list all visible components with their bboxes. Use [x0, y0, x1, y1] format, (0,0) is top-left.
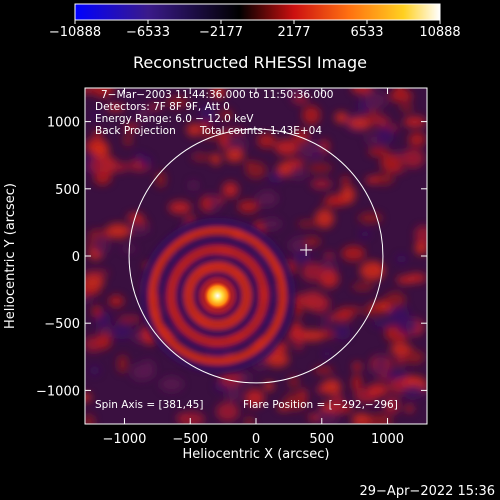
x-tick-label: 1000 — [371, 432, 404, 447]
colorbar-tick-label: 2177 — [277, 25, 310, 40]
info-total-counts: Total counts: 1.43E+04 — [199, 125, 322, 137]
x-axis-ticks: −1000 −500 0 500 1000 — [102, 88, 404, 447]
y-tick-label: 1000 — [47, 116, 80, 131]
x-tick-label: −1000 — [102, 432, 146, 447]
y-tick-label: 500 — [55, 183, 80, 198]
colorbar — [74, 3, 441, 21]
x-tick-label: −500 — [172, 432, 208, 447]
x-tick-label: 500 — [309, 432, 334, 447]
info-energy-range: Energy Range: 6.0 − 12.0 keV — [95, 113, 254, 125]
x-axis-label: Heliocentric X (arcsec) — [183, 447, 330, 462]
info-time-range: 7−Mar−2003 11:44:36.000 to 11:50:36.000 — [101, 89, 333, 101]
x-tick-label: 0 — [252, 432, 260, 447]
flare-source — [203, 281, 232, 310]
y-tick-label: −1000 — [36, 384, 80, 399]
timestamp: 29−Apr−2022 15:36 — [360, 484, 496, 499]
colorbar-tick-label: 6533 — [350, 25, 383, 40]
info-method: Back Projection — [95, 125, 176, 137]
colorbar-ticks: −10888 −6533 −2177 2177 6533 10888 — [49, 20, 461, 40]
y-axis-label: Heliocentric Y (arcsec) — [3, 183, 18, 329]
info-detectors: Detectors: 7F 8F 9F, Att 0 — [95, 101, 230, 113]
colorbar-tick-label: 10888 — [419, 25, 460, 40]
y-tick-label: −500 — [44, 317, 80, 332]
spin-axis-label: Spin Axis = [381,45] — [95, 399, 203, 411]
spin-axis-marker — [300, 243, 313, 256]
colorbar-tick-label: −10888 — [49, 25, 101, 40]
solar-limb — [128, 128, 384, 384]
image-area — [85, 88, 427, 424]
colorbar-tick-label: −6533 — [126, 25, 170, 40]
chart-title: Reconstructed RHESSI Image — [133, 53, 367, 72]
colorbar-tick-label: −2177 — [199, 25, 243, 40]
y-axis-ticks: −1000 −500 0 500 1000 — [36, 116, 427, 399]
y-tick-label: 0 — [72, 250, 80, 265]
flare-position-label: Flare Position = [−292,−296] — [243, 399, 398, 411]
